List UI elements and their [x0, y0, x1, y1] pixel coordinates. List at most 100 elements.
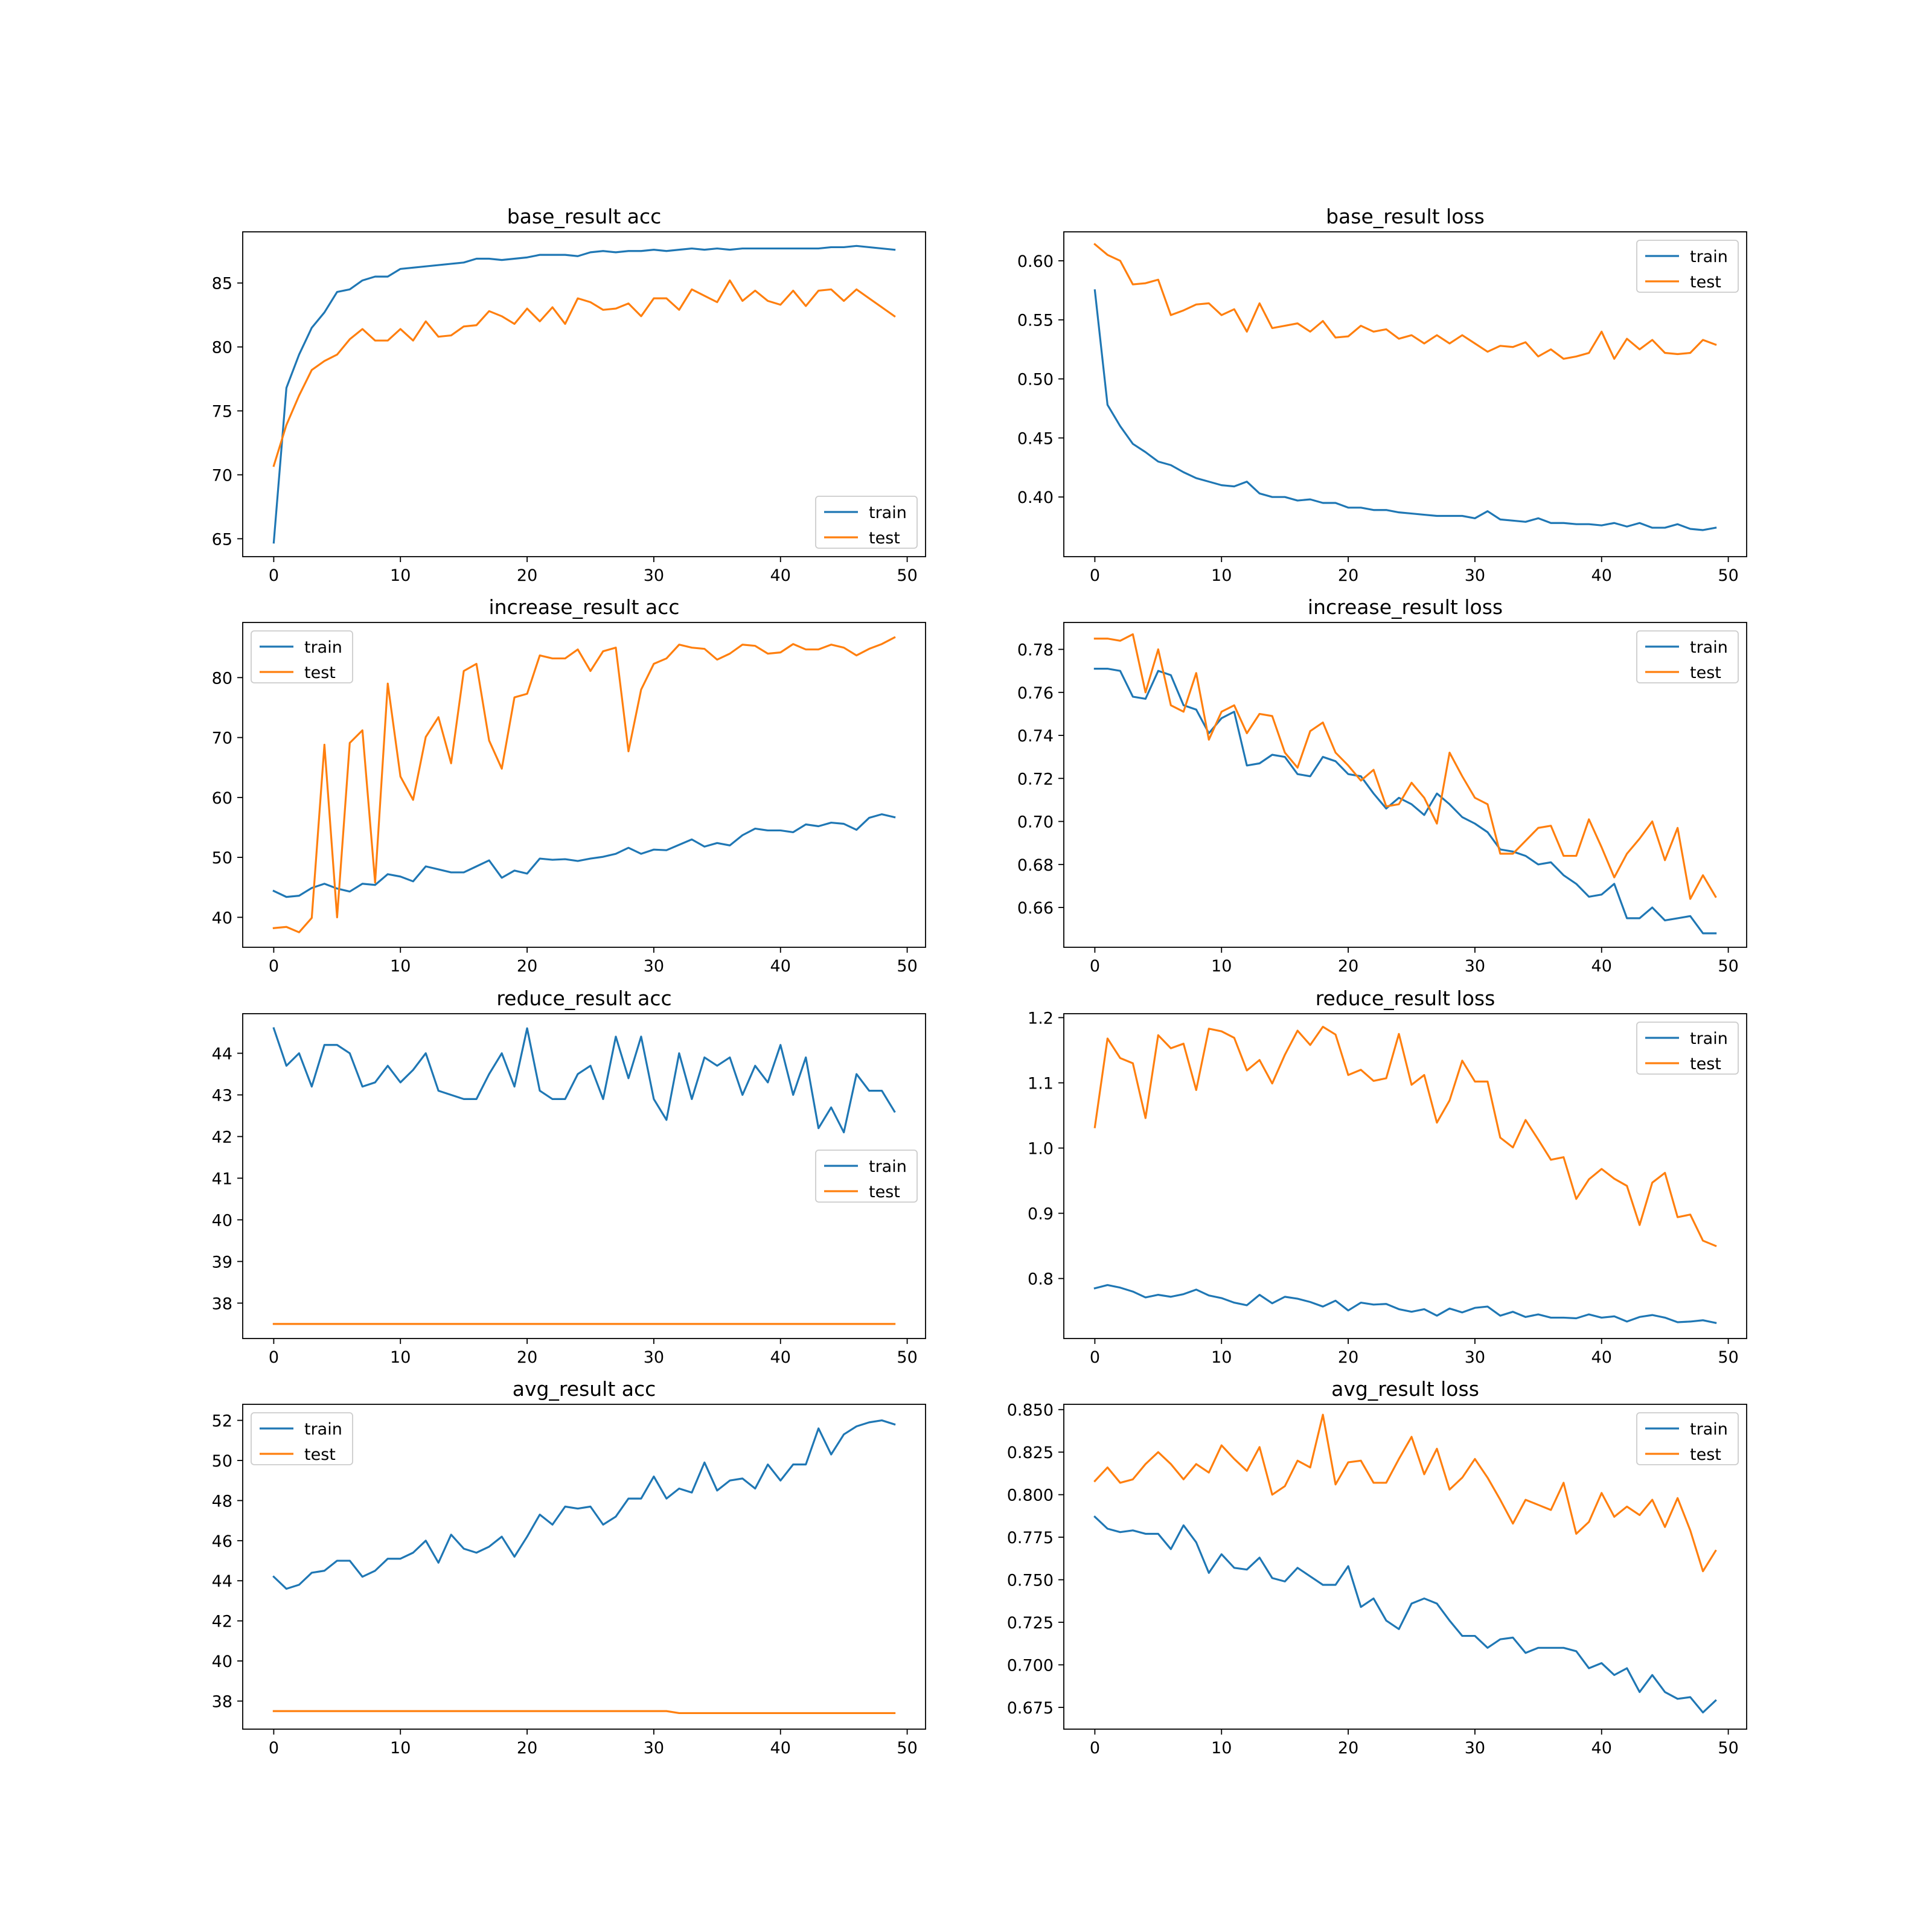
y-tick-label: 0.725 [1007, 1614, 1054, 1633]
y-tick-label: 85 [212, 275, 232, 293]
x-tick-label: 10 [1211, 957, 1232, 976]
y-tick-label: 42 [212, 1613, 232, 1631]
series-line-test [272, 1710, 896, 1715]
series-line-test [272, 279, 896, 467]
series-line-test [1093, 633, 1717, 900]
legend-label: test [1690, 1445, 1721, 1464]
x-tick-label: 20 [1338, 1739, 1358, 1758]
y-tick-label: 0.850 [1007, 1401, 1054, 1420]
x-tick-label: 10 [390, 1348, 411, 1367]
y-tick-label: 0.72 [1017, 770, 1054, 788]
legend-label: test [304, 664, 336, 682]
x-tick-label: 0 [1090, 1739, 1100, 1758]
y-tick-label: 0.825 [1007, 1444, 1054, 1462]
legend-label: test [869, 529, 900, 548]
x-tick-label: 0 [269, 566, 279, 585]
x-tick-label: 40 [1591, 1739, 1612, 1758]
legend-label: train [1690, 638, 1728, 657]
x-tick-label: 30 [644, 1739, 664, 1758]
legend-label: test [1690, 664, 1721, 682]
y-tick-label: 40 [212, 1652, 232, 1671]
x-tick-label: 0 [1090, 566, 1100, 585]
y-tick-label: 50 [212, 849, 232, 868]
y-tick-label: 0.700 [1007, 1656, 1054, 1675]
x-tick-label: 30 [1465, 1739, 1485, 1758]
legend: train test [815, 496, 918, 549]
legend-box [251, 630, 353, 683]
series-line-train [1093, 667, 1717, 935]
legend-box [815, 496, 918, 549]
legend-box [815, 1150, 918, 1203]
chart-panel-1: base_result loss 0 10 20 30 40 50 0.40 0.45 0.50 0… [1017, 205, 1747, 585]
y-tick-label: 65 [212, 530, 232, 549]
chart-title: reduce_result loss [1316, 987, 1495, 1010]
legend: train test [1636, 630, 1739, 683]
x-tick-label: 40 [770, 1739, 791, 1758]
y-tick-label: 1.2 [1028, 1009, 1054, 1028]
y-tick-label: 48 [212, 1492, 232, 1511]
chart-title: base_result acc [507, 205, 662, 228]
y-tick-label: 0.45 [1017, 429, 1054, 448]
legend: train test [815, 1150, 918, 1203]
series-line-train [1093, 289, 1717, 531]
axes-frame [242, 1013, 926, 1339]
x-tick-label: 30 [1465, 957, 1485, 976]
legend: train test [251, 1412, 353, 1465]
x-tick-label: 20 [517, 566, 537, 585]
legend-label: test [1690, 1055, 1721, 1073]
legend-label: train [1690, 1029, 1728, 1048]
y-tick-label: 70 [212, 466, 232, 485]
y-tick-label: 38 [212, 1294, 232, 1313]
x-tick-label: 30 [1465, 566, 1485, 585]
chart-panel-2: increase_result acc 0 10 20 30 40 50 40 50 60 70 80… [212, 595, 926, 976]
x-tick-label: 20 [1338, 957, 1358, 976]
legend-label: train [1690, 248, 1728, 266]
axes-frame [1063, 1404, 1747, 1730]
x-tick-label: 50 [1718, 957, 1738, 976]
legend: train test [251, 630, 353, 683]
x-tick-label: 0 [269, 1739, 279, 1758]
y-tick-label: 40 [212, 909, 232, 927]
legend-label: train [304, 1420, 342, 1439]
series-line-train [272, 813, 896, 898]
axes-frame [242, 1404, 926, 1730]
chart-title: increase_result loss [1308, 595, 1503, 619]
legend-label: train [304, 638, 342, 657]
series-line-train [272, 245, 896, 544]
y-tick-label: 0.675 [1007, 1699, 1054, 1718]
x-tick-label: 20 [517, 1739, 537, 1758]
y-tick-label: 0.800 [1007, 1486, 1054, 1505]
y-tick-label: 0.750 [1007, 1572, 1054, 1590]
y-tick-label: 0.40 [1017, 488, 1054, 507]
chart-panel-0: base_result acc 0 10 20 30 40 50 65 70 75 80 85 trai… [212, 205, 926, 585]
legend-box [1636, 1412, 1739, 1465]
x-tick-label: 10 [1211, 566, 1232, 585]
x-tick-label: 0 [269, 957, 279, 976]
chart-title: base_result loss [1326, 205, 1485, 228]
legend: train test [1636, 240, 1739, 293]
y-tick-label: 44 [212, 1572, 232, 1591]
series-line-train [272, 1027, 896, 1134]
y-tick-label: 39 [212, 1253, 232, 1271]
series-line-test [272, 636, 896, 933]
chart-panel-7: avg_result loss 0 10 20 30 40 50 0.675 0.700 0.72… [1007, 1377, 1747, 1758]
x-tick-label: 10 [1211, 1348, 1232, 1367]
y-tick-label: 0.78 [1017, 641, 1054, 660]
x-tick-label: 20 [1338, 1348, 1358, 1367]
x-tick-label: 40 [770, 1348, 791, 1367]
y-tick-label: 0.9 [1028, 1205, 1054, 1224]
legend-label: test [869, 1183, 900, 1201]
y-tick-label: 41 [212, 1169, 232, 1188]
y-tick-label: 80 [212, 339, 232, 357]
y-tick-label: 40 [212, 1211, 232, 1230]
y-tick-label: 44 [212, 1045, 232, 1064]
legend-box [1636, 630, 1739, 683]
y-tick-label: 43 [212, 1087, 232, 1105]
chart-title: increase_result acc [489, 595, 680, 619]
x-tick-label: 40 [1591, 1348, 1612, 1367]
axes-frame [242, 622, 926, 948]
series-line-train [272, 1419, 896, 1590]
chart-panel-6: avg_result acc 0 10 20 30 40 50 38 40 42 44 46 48 50 5… [212, 1377, 926, 1758]
legend-label: train [869, 504, 907, 522]
chart-panel-3: increase_result loss 0 10 20 30 40 50 0.66 0.68 0… [1017, 595, 1747, 976]
